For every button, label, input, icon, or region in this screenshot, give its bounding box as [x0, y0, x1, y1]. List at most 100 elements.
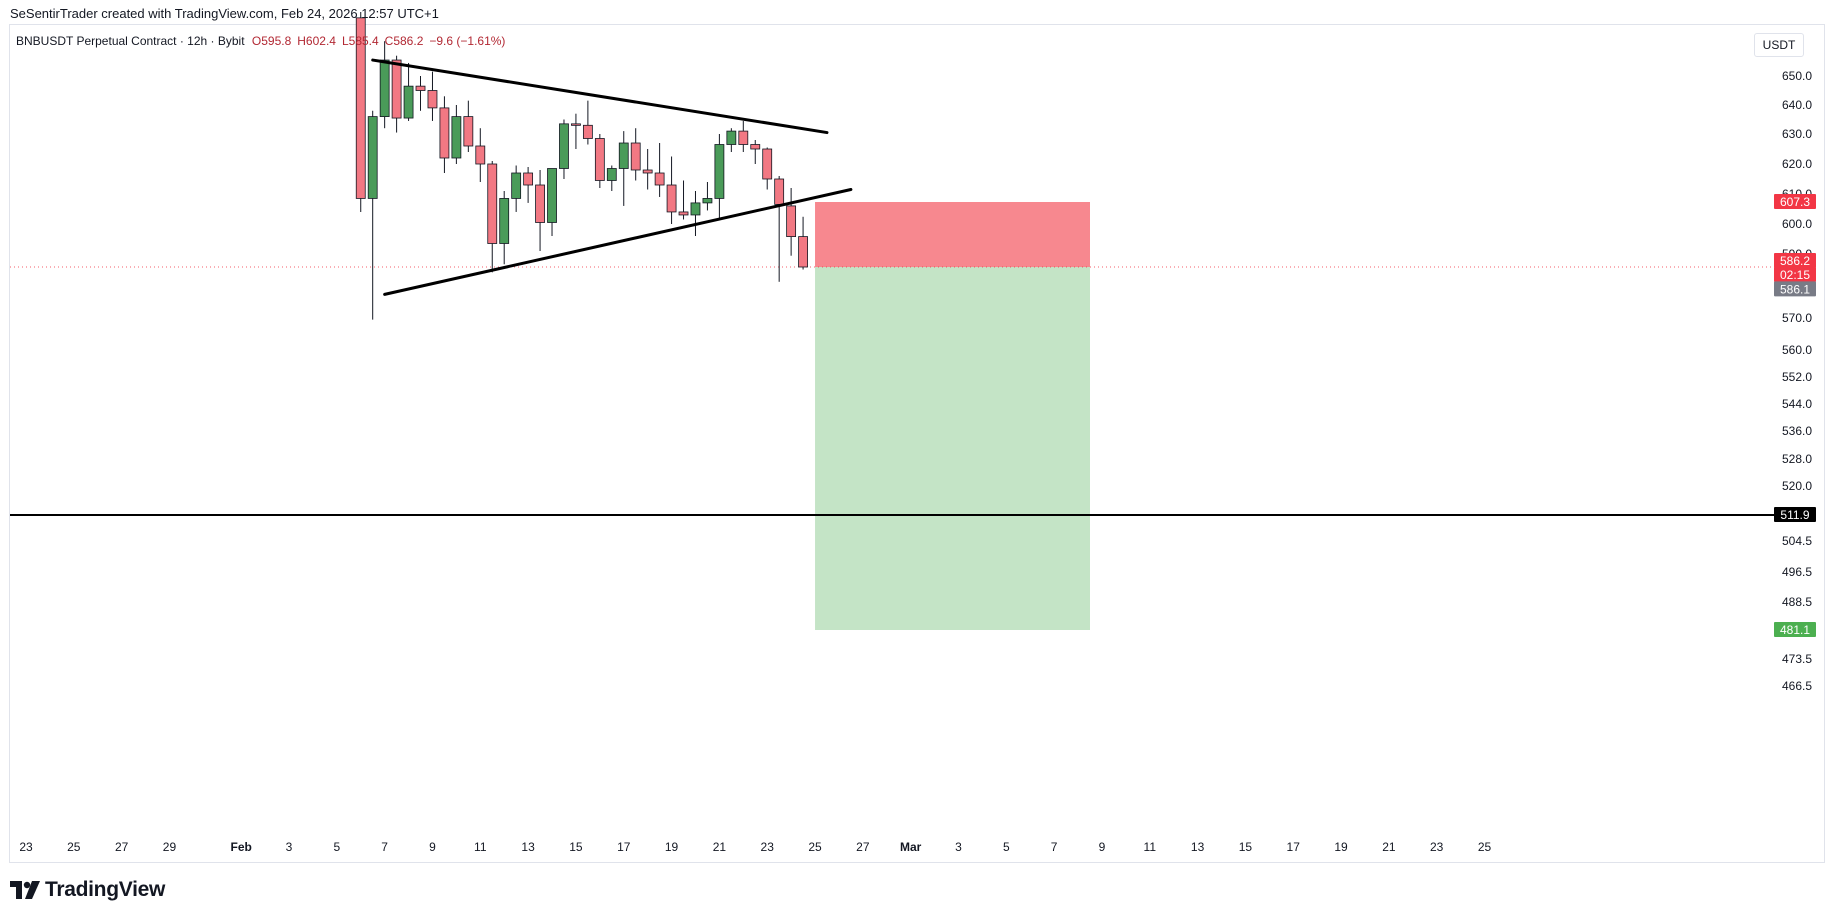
price-badge-bg: [1774, 253, 1816, 268]
price-axis[interactable]: 650.0640.0630.0620.0610.0600.0590.0570.0…: [1774, 69, 1816, 693]
candle-31[interactable]: [726, 128, 737, 152]
stop-loss-zone[interactable]: [815, 202, 1090, 267]
candle-body: [678, 211, 689, 216]
candle-body: [535, 184, 545, 223]
candle-0[interactable]: [355, 12, 366, 212]
candle-36[interactable]: [786, 188, 797, 256]
candle-21[interactable]: [606, 165, 617, 192]
candle-23[interactable]: [630, 128, 641, 181]
candle-37[interactable]: [798, 216, 808, 270]
candle-body: [654, 172, 665, 186]
trendline-lower[interactable]: [383, 188, 853, 296]
currency-selector-button[interactable]: USDT: [1754, 33, 1804, 57]
candle-body: [594, 138, 605, 181]
candle-14[interactable]: [523, 167, 534, 203]
price-badge-bg: [1774, 281, 1816, 297]
candle-10[interactable]: [475, 128, 486, 182]
price-badge-text: 481.1: [1780, 623, 1810, 637]
price-tick-label: 528.0: [1782, 452, 1812, 466]
candle-body: [391, 59, 402, 119]
price-tick-label: 552.0: [1782, 370, 1812, 384]
price-tick-label: 520.0: [1782, 479, 1812, 493]
candle-27[interactable]: [678, 180, 689, 220]
candle-12[interactable]: [499, 191, 510, 265]
candle-6[interactable]: [427, 71, 438, 121]
candle-18[interactable]: [571, 113, 581, 149]
price-tick-label: 620.0: [1782, 157, 1812, 171]
candle-26[interactable]: [666, 156, 677, 225]
chart-frame: [9, 24, 1825, 863]
take-profit-zone[interactable]: [815, 267, 1090, 630]
tradingview-logo[interactable]: TradingView: [10, 878, 165, 902]
price-tick-label: 600.0: [1782, 217, 1812, 231]
time-axis[interactable]: 23 25 27 29 Feb 3 5 7 9 11 13 15 17 19 21 23 25 27 Mar 3 5 7 9…: [19, 840, 1491, 854]
candle-28[interactable]: [690, 191, 701, 236]
candle-body: [463, 116, 474, 147]
candle-20[interactable]: [594, 134, 605, 188]
price-badge-text: 586.2: [1780, 254, 1810, 268]
price-tick-label: 560.0: [1782, 343, 1812, 357]
candle-22[interactable]: [618, 131, 629, 206]
time-tick-label: 11: [1144, 840, 1157, 854]
candle-body: [714, 144, 725, 199]
candle-8[interactable]: [451, 105, 462, 164]
candle-25[interactable]: [654, 143, 665, 197]
candle-11[interactable]: [487, 161, 498, 273]
candle-body: [355, 17, 366, 199]
candle-body: [511, 172, 522, 199]
symbol-legend: BNBUSDT Perpetual Contract · 12h · Bybit…: [16, 34, 511, 48]
candle-7[interactable]: [439, 96, 450, 173]
horizontal-lines-layer: [10, 266, 1780, 516]
legend-change: −9.6 (−1.61%): [429, 34, 506, 48]
time-tick-label: 19: [665, 840, 679, 854]
chart-attribution: SeSentirTrader created with TradingView.…: [10, 6, 439, 21]
candle-2[interactable]: [379, 41, 390, 129]
candle-body: [762, 148, 773, 180]
price-tick-label: 536.0: [1782, 424, 1812, 438]
candle-body: [499, 198, 510, 244]
legend-open: O595.8: [251, 34, 292, 48]
time-tick-label: 27: [115, 840, 129, 854]
time-tick-label: 11: [474, 840, 487, 854]
candle-24[interactable]: [642, 149, 653, 190]
candle-1[interactable]: [367, 110, 378, 320]
candle-32[interactable]: [738, 120, 749, 152]
candle-34[interactable]: [762, 147, 773, 190]
time-tick-label: 5: [1003, 840, 1010, 854]
candle-16[interactable]: [547, 168, 557, 237]
candle-17[interactable]: [559, 119, 569, 180]
candle-13[interactable]: [511, 165, 522, 212]
time-tick-label: 7: [381, 840, 388, 854]
tradingview-logo-text: TradingView: [45, 878, 166, 901]
price-tick-label: 496.5: [1782, 565, 1812, 579]
candle-body: [523, 172, 534, 186]
legend-ohlc: O595.8 H602.4 L585.4 C586.2 −9.6 (−1.61%): [252, 34, 512, 48]
candle-4[interactable]: [403, 62, 414, 121]
candle-19[interactable]: [582, 100, 593, 145]
candle-body: [774, 178, 785, 205]
candle-29[interactable]: [702, 182, 713, 211]
time-tick-label: 25: [67, 840, 81, 854]
time-tick-label: 17: [617, 840, 631, 854]
legend-high: H602.4: [297, 34, 336, 48]
time-tick-label: 13: [1191, 840, 1205, 854]
time-tick-label: 9: [429, 840, 436, 854]
price-badge-586.1: 586.1: [1774, 281, 1816, 297]
price-badge-text: 586.1: [1780, 282, 1810, 296]
price-tick-label: 544.0: [1782, 397, 1812, 411]
candle-15[interactable]: [535, 170, 545, 251]
candle-body: [571, 123, 581, 126]
candle-35[interactable]: [774, 176, 785, 282]
trendline-upper[interactable]: [371, 58, 829, 135]
time-tick-label: 15: [1239, 840, 1253, 854]
candle-33[interactable]: [750, 140, 761, 164]
time-tick-label: 3: [955, 840, 962, 854]
candle-3[interactable]: [391, 55, 402, 133]
time-tick-label: 13: [521, 840, 535, 854]
candle-9[interactable]: [463, 100, 474, 152]
time-tick-label: 29: [163, 840, 177, 854]
candle-5[interactable]: [415, 76, 426, 111]
candle-30[interactable]: [714, 134, 725, 218]
price-badge-text: 607.3: [1780, 195, 1810, 209]
